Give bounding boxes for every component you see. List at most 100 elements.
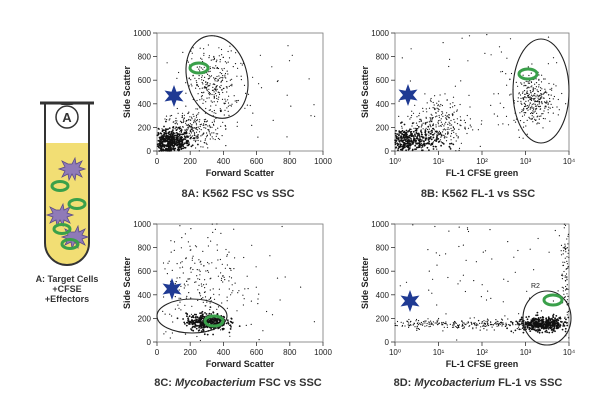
data-point xyxy=(212,86,214,88)
data-point xyxy=(314,115,316,117)
data-point xyxy=(222,281,224,283)
data-point xyxy=(180,131,183,133)
data-point xyxy=(526,87,528,90)
data-point xyxy=(433,107,435,109)
data-point xyxy=(466,322,468,324)
data-point xyxy=(440,136,442,138)
data-point xyxy=(420,323,422,325)
data-point xyxy=(545,327,548,329)
data-point xyxy=(431,119,433,121)
data-point xyxy=(415,131,418,134)
data-point xyxy=(455,150,457,152)
data-point xyxy=(190,132,192,134)
data-point xyxy=(486,325,488,327)
data-point xyxy=(398,140,401,143)
data-point xyxy=(518,92,520,94)
data-point xyxy=(532,88,534,91)
data-point xyxy=(408,326,410,328)
panel-title-part: 8C: xyxy=(154,377,175,389)
data-point xyxy=(441,324,443,326)
data-point xyxy=(553,325,555,327)
data-point xyxy=(546,100,548,102)
data-point xyxy=(537,105,540,108)
data-point xyxy=(447,116,449,118)
data-point xyxy=(450,119,452,122)
data-point xyxy=(543,78,545,80)
data-point xyxy=(240,62,242,64)
data-point xyxy=(215,90,217,92)
data-point xyxy=(471,322,473,324)
data-point xyxy=(526,290,528,292)
data-point xyxy=(533,108,535,110)
data-point xyxy=(222,275,224,277)
data-point xyxy=(405,142,407,145)
data-point xyxy=(202,146,204,148)
data-point xyxy=(183,117,185,120)
data-point xyxy=(193,134,195,136)
data-point xyxy=(201,310,204,313)
data-point xyxy=(181,115,183,117)
y-tick-label: 0 xyxy=(385,147,390,156)
data-point xyxy=(409,132,412,134)
panel-title-part: 8D: xyxy=(394,377,415,389)
data-point xyxy=(541,322,544,324)
data-point xyxy=(483,320,485,322)
data-point xyxy=(564,327,567,330)
data-point xyxy=(488,324,490,327)
data-point xyxy=(212,138,214,140)
data-point xyxy=(547,36,550,38)
data-point xyxy=(491,258,493,260)
data-point xyxy=(436,107,438,109)
data-point xyxy=(519,120,522,122)
data-point xyxy=(555,315,558,317)
data-point xyxy=(394,322,396,324)
x-tick-label: 1000 xyxy=(314,348,332,357)
data-point xyxy=(162,310,164,312)
data-point xyxy=(441,142,444,144)
data-point xyxy=(441,111,443,113)
data-point xyxy=(199,125,201,128)
data-point xyxy=(208,78,210,80)
data-point xyxy=(441,133,443,135)
data-point xyxy=(194,262,196,264)
data-point xyxy=(450,142,453,145)
data-point xyxy=(549,322,551,324)
data-point xyxy=(281,225,283,228)
data-point xyxy=(193,139,195,141)
data-point xyxy=(428,143,430,145)
y-axis-label: Side Scatter xyxy=(122,256,132,309)
data-point xyxy=(178,144,181,146)
data-point xyxy=(185,82,187,84)
data-point xyxy=(527,81,529,83)
data-point xyxy=(167,262,169,264)
data-point xyxy=(462,325,464,327)
data-point xyxy=(241,64,243,66)
data-point xyxy=(238,290,240,292)
data-point xyxy=(226,254,228,256)
data-point xyxy=(455,133,457,135)
gate-outline xyxy=(185,35,249,119)
data-point xyxy=(217,133,219,135)
data-point xyxy=(215,129,217,131)
tube-caption-line-2: +CFSE xyxy=(52,284,81,294)
data-point xyxy=(197,126,199,128)
data-point xyxy=(442,131,444,133)
data-point xyxy=(205,107,207,110)
data-point xyxy=(421,139,423,142)
data-point xyxy=(477,324,479,326)
data-point xyxy=(190,328,192,330)
data-point xyxy=(487,290,489,292)
data-point xyxy=(454,85,456,87)
plot-area xyxy=(394,32,570,152)
data-point xyxy=(208,130,210,132)
data-point xyxy=(429,117,431,119)
data-point xyxy=(408,148,411,150)
data-point xyxy=(465,324,467,326)
data-point xyxy=(429,123,431,125)
data-point xyxy=(198,131,201,133)
data-point xyxy=(509,78,511,81)
data-point xyxy=(191,135,193,137)
data-point xyxy=(562,321,564,323)
data-point xyxy=(218,138,221,140)
data-point xyxy=(523,108,525,110)
